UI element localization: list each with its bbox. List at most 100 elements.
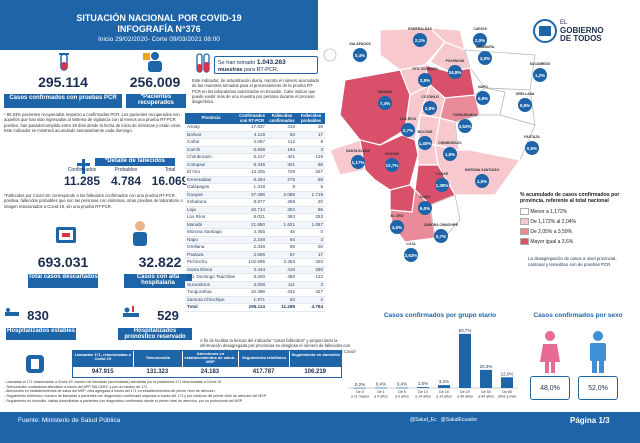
map-province-label: EL ORO [390, 214, 404, 218]
map-legend: % acumulado de casos confirmados por pro… [520, 192, 638, 248]
deaths-col-confirmed: Confirmados [67, 167, 97, 173]
map-province-label: ESMERALDAS [408, 27, 432, 31]
age-bar-label: 0,4% [376, 382, 386, 387]
province-name: Pichincha [185, 258, 237, 267]
footer-source-label: Fuente: [18, 417, 41, 424]
age-bar [354, 387, 366, 389]
province-cell: 20 [297, 243, 325, 252]
map-province-label: CHIMBORAZO [438, 141, 462, 145]
facebook-handle[interactable]: @SaludEcuador [440, 417, 478, 423]
page-number: Página 1/3 [570, 416, 610, 425]
deaths-values: 11.285 4.784 16.069 [60, 174, 192, 188]
logo-line1: EL [560, 20, 568, 26]
province-cell: 432 [267, 288, 297, 297]
province-name: Zamora Chinchipe [185, 296, 237, 305]
deaths-col-total: Total [164, 167, 176, 173]
recovered-label: *Pacientes recuperados [126, 94, 186, 108]
age-bar-label: 3,2% [439, 379, 449, 384]
calls-h1: Telecon­sulta [132, 351, 183, 367]
province-cell: 0 [297, 228, 325, 237]
map-province-label: BOLÍVAR [417, 130, 433, 134]
map-province-label: MORONA SANTIAGO [464, 168, 500, 172]
table-row: Sto. Domingo Tsáchilas 8.200 480 123 [185, 273, 325, 282]
province-name: Los Ríos [185, 213, 237, 222]
map-province-label: CARCHI [473, 27, 487, 31]
calls-table: Llamadas 171, relacionadas a Covid 19 Te… [72, 350, 342, 378]
map-province-label: LOS RÍOS [399, 117, 417, 121]
province-cell: 112 [267, 138, 297, 147]
province-cell: 59 [267, 243, 297, 252]
map-province-label: GUAYAS [385, 152, 399, 156]
province-cell: 10.714 [237, 206, 267, 215]
bottom-note: - Seguimiento en domicilio: visitas domi… [4, 398, 243, 403]
samples-box: Se han tomado 1.043.263 muestras para RT… [214, 56, 318, 74]
discharge-person-icon [128, 220, 152, 250]
map-pct-badge: 2,8% [423, 101, 437, 115]
age-category-label: De 10 a 14 años [415, 390, 431, 399]
age-bar-label: 0,4% [397, 382, 407, 387]
map-pct-badge: 0,8% [476, 91, 490, 105]
province-name: Orellana [185, 243, 237, 252]
province-cell: 63 [267, 296, 297, 305]
age-bar-label: 0,2% [355, 382, 365, 387]
map-pct-badge: 2,8% [418, 73, 432, 87]
deaths-probable-value: 4.784 [110, 174, 142, 188]
calls-v0: 947.915 [91, 369, 114, 375]
province-cell: 327 [297, 288, 325, 297]
province-sucumbios [464, 49, 536, 91]
province-galapagos [323, 48, 337, 62]
age-category-label: De 50 a 64 años [478, 390, 494, 399]
samples-suffix: muestras [218, 66, 243, 73]
age-bar-label: 12,0% [501, 371, 514, 376]
province-name: Guayas [185, 191, 237, 200]
province-cell: 268 [267, 198, 297, 207]
map-province-label: ORELLANA [515, 92, 535, 96]
province-cell: 280 [297, 266, 325, 275]
age-bar-label: 60,7% [459, 328, 472, 333]
discarded-label: Total casos descartados [28, 274, 98, 288]
legend-item: Mayor igual a 3,6% [520, 238, 638, 246]
province-cell: 129 [297, 153, 325, 162]
table-row: Chimborazo 5.217 401 129 [185, 153, 325, 162]
map-pct-badge: 1,8% [443, 147, 457, 161]
map-pct-badge: 2,1% [413, 33, 427, 47]
footer-social: @Salud_Ec @SaludEcuador [410, 417, 477, 423]
province-cell: 5.217 [237, 153, 267, 162]
age-bar [375, 387, 387, 389]
table-row: Tungurahua 10.389 432 327 [185, 288, 325, 297]
discharge-label: Casos con alta hospitalaria [124, 274, 192, 288]
map-province-label: PASTAZA [524, 135, 540, 139]
calls-h3: Seguimiento telefónico [237, 351, 290, 367]
age-category-label: De 20 a 49 años [457, 390, 473, 399]
province-cell: 17 [297, 131, 325, 140]
province-cell: 37.496 [237, 191, 267, 200]
map-pct-badge: 1,38% [435, 178, 449, 192]
col-header-deaths-probable: Fallecidos probables [297, 113, 325, 125]
province-cell: 17 [297, 251, 325, 260]
province-cell: 253 [297, 213, 325, 222]
deaths-confirmed-value: 11.285 [63, 174, 101, 188]
province-cell: 21.850 [237, 221, 267, 230]
province-manabi [339, 69, 411, 146]
map-pct-badge: 4,5% [390, 220, 404, 234]
province-cell: 480 [267, 273, 297, 282]
twitter-handle[interactable]: @Salud_Ec [410, 417, 437, 423]
government-logo: EL GOBIERNO DE TODOS [532, 18, 632, 48]
province-cell: 6.264 [237, 176, 267, 185]
table-row: El Oro 13.325 729 257 [185, 168, 325, 177]
deaths-note: *Fallecidos por Covid-19: corresponde a … [4, 193, 183, 209]
table-row: Azuay 17.837 316 28 [185, 124, 325, 132]
map-pct-badge: 0,4% [353, 48, 367, 62]
hosp-stable-label: Hospitalizados estables [6, 328, 76, 340]
province-name: Carchi [185, 146, 237, 155]
map-province-label: SANTA ELENA [346, 149, 370, 153]
province-table-wrapper: Provincia Confirmados con RT-PCR Falleci… [185, 113, 325, 312]
calls-h4: Seguimiento en domicilio [289, 351, 341, 367]
total-cell: 295.114 [237, 303, 267, 312]
age-bar [480, 369, 492, 388]
recovered-note: * 86,93% pacientes recuperados respecto … [4, 112, 182, 133]
discharge-value: 32.822 [138, 254, 182, 270]
province-cell: 301 [267, 161, 297, 170]
province-cell: 20 [297, 198, 325, 207]
